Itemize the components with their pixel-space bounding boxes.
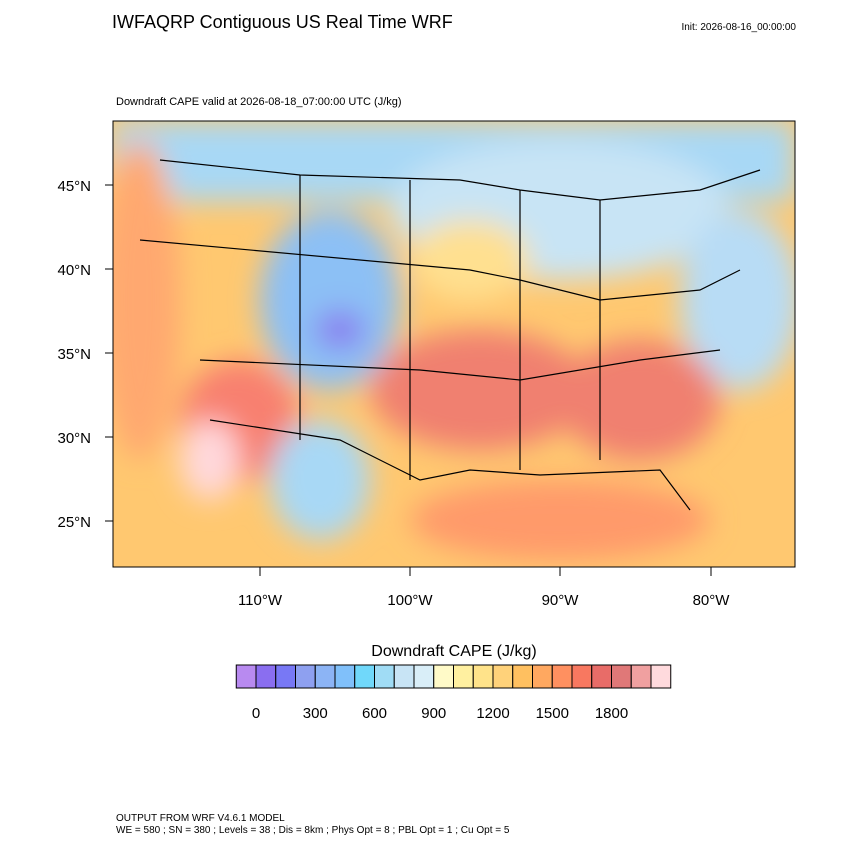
lat-label: 35°N [57,346,91,363]
colorbar-tick-label: 0 [252,705,260,722]
color-box [630,664,652,689]
color-box [235,664,257,689]
color-box [334,664,356,689]
color-box [611,664,632,689]
color-box [354,664,375,689]
color-box [295,664,316,689]
lon-label: 90°W [542,592,580,609]
map-frame [112,120,796,568]
colorbar-tick-label: 900 [421,705,446,722]
lon-label: 80°W [693,592,731,609]
colorbar: 0 300 600 900 1200 1500 1800 [235,664,672,722]
colorbar-tick-label: 600 [362,705,387,722]
color-box [255,664,277,689]
map-field [113,121,795,567]
lat-label: 45°N [57,178,91,195]
color-box [374,664,395,689]
footer-line: OUTPUT FROM WRF V4.6.1 MODEL [116,813,285,824]
color-box [453,664,474,689]
color-box [393,664,415,689]
lon-label: 100°W [387,592,433,609]
lat-label: 30°N [57,430,91,447]
title: IWFAQRP Contiguous US Real Time WRF [112,12,453,32]
lon-label: 110°W [238,592,283,609]
colorbar-tick-label: 300 [303,705,328,722]
colorbar-title: Downdraft CAPE (J/kg) [371,643,536,660]
color-box [571,664,593,689]
subtitle: Downdraft CAPE valid at 2026-08-18_07:00… [116,96,402,108]
graticule-labels: 45°N 40°N 35°N 30°N 25°N 110°W 100°W 90°W 80°W [57,178,730,609]
colorbar-tick-label: 1200 [476,705,509,722]
color-box [492,664,514,689]
color-box [413,664,435,689]
colorbar-tick-label: 1800 [595,705,628,722]
color-box [433,664,454,689]
color-box [591,664,612,689]
color-box [551,664,573,689]
footer-line: WE = 580 ; SN = 380 ; Levels = 38 ; Dis … [116,825,510,836]
lat-label: 25°N [57,514,91,531]
color-box [650,664,672,689]
color-box [532,664,553,689]
init-time: Init: 2026-08-16_00:00:00 [681,22,796,33]
color-box [472,664,494,689]
color-box [275,664,296,689]
colorbar-tick-label: 1500 [536,705,569,722]
color-box [314,664,336,689]
lat-label: 40°N [57,262,91,279]
color-box [512,664,533,689]
